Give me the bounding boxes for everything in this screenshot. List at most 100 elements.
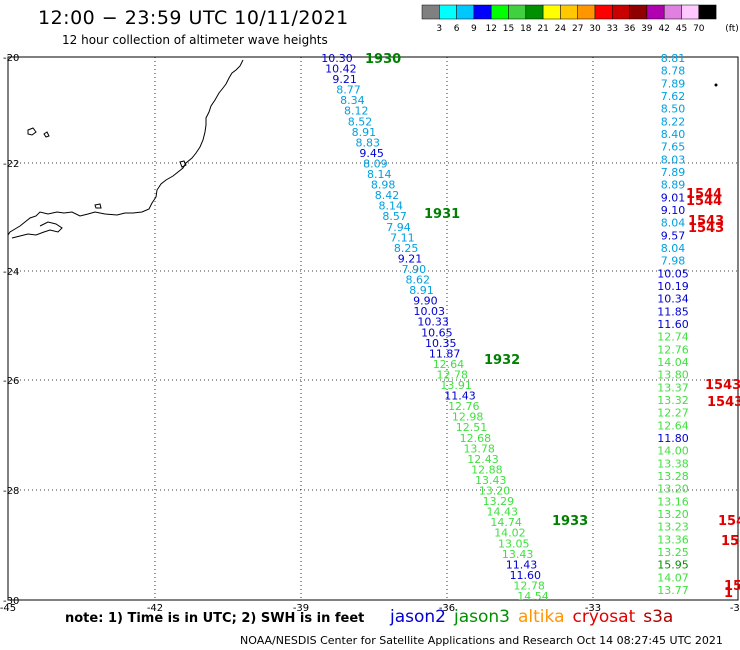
time-label: 1 — [724, 586, 733, 601]
swh-value: 15.95 — [657, 559, 689, 572]
swh-value: 8.89 — [661, 179, 686, 192]
colorbar-label: 12 — [485, 24, 496, 34]
island-2 — [43, 131, 50, 138]
swh-value: 10.19 — [657, 280, 689, 293]
swh-value: 11.87 — [429, 347, 461, 360]
colorbar: 3 6 9 12 15 18 21 24 27 30 33 36 39 42 45 70 (ft) — [421, 4, 739, 34]
colorbar-label: 39 — [641, 24, 653, 34]
swh-value: 10.30 — [321, 52, 353, 65]
colorbar-label: 45 — [676, 24, 687, 34]
swh-value: 13.38 — [657, 457, 689, 470]
colorbar-label: 24 — [555, 24, 567, 34]
swh-value: 8.81 — [661, 52, 686, 65]
swh-value: 11.60 — [510, 569, 542, 582]
swh-value: 12.68 — [460, 432, 492, 445]
swh-value: 13.16 — [657, 495, 689, 508]
time-label: 15 — [724, 579, 740, 594]
swh-value: 12.27 — [657, 407, 689, 420]
time-label: 1543 — [688, 221, 724, 236]
swh-value: 8.57 — [382, 210, 407, 223]
swh-value: 14.74 — [490, 516, 522, 529]
colorbar-label: 6 — [454, 24, 460, 34]
colorbar-label: 36 — [624, 24, 636, 34]
lon-tick-label: -30 — [730, 603, 740, 614]
colorbar-unit: (ft) — [725, 24, 739, 34]
swh-value: 9.45 — [359, 147, 384, 160]
swh-value: 14.04 — [657, 356, 689, 369]
swh-value: 10.33 — [417, 316, 449, 329]
satellite-legend: jason2 jason3 altika cryosat s3a — [390, 607, 681, 627]
swh-value: 8.09 — [363, 157, 388, 170]
swh-value: 8.22 — [661, 115, 686, 128]
swh-value: 12.78 — [437, 368, 469, 381]
lon-tick-label: -36 — [439, 603, 455, 614]
lon-tick-label: -39 — [293, 603, 309, 614]
swh-value: 10.34 — [657, 293, 689, 306]
swh-value: 8.14 — [379, 200, 404, 213]
legend-jason2: jason2 — [390, 607, 446, 627]
track-right: 8.818.787.897.628.508.228.407.658.037.89… — [657, 52, 740, 601]
swh-value: 13.78 — [463, 442, 495, 455]
colorbar-swatch — [698, 4, 717, 20]
swh-value: 7.90 — [402, 263, 427, 276]
time-label: 1543 — [705, 378, 740, 393]
swh-value: 12.76 — [657, 343, 689, 356]
swh-value: 12.43 — [467, 453, 499, 466]
grid-lines — [8, 57, 738, 600]
legend-altika: altika — [518, 607, 565, 627]
swh-value: 8.34 — [340, 94, 365, 107]
legend-s3a: s3a — [643, 607, 674, 627]
colorbar-label: 27 — [572, 24, 583, 34]
swh-value: 13.29 — [483, 495, 515, 508]
axis-ticks: -45 -42 -39 -36 -33 -30 -20 -22 -24 -26 -28 -30 — [0, 53, 740, 614]
swh-value: 7.98 — [661, 255, 686, 268]
colorbar-label: 18 — [520, 24, 532, 34]
time-label: 15- — [721, 534, 740, 549]
swh-value: 12.74 — [657, 331, 689, 344]
time-label: 1931 — [424, 207, 460, 222]
swh-value: 10.65 — [421, 326, 453, 339]
swh-value: 8.12 — [344, 105, 369, 118]
time-label: 1543 — [688, 214, 724, 229]
colorbar-label: 33 — [607, 24, 618, 34]
legend-cryosat: cryosat — [572, 607, 636, 627]
swh-value: 13.80 — [657, 369, 689, 382]
time-label: 1930 — [365, 52, 401, 67]
swh-value: 13.25 — [657, 546, 689, 559]
swh-value: 8.04 — [661, 217, 686, 230]
swh-value: 14.00 — [657, 445, 689, 458]
lat-tick-label: -24 — [3, 267, 19, 278]
swh-value: 8.50 — [661, 103, 686, 116]
swh-value: 7.11 — [390, 231, 415, 244]
lat-tick-label: -30 — [3, 596, 19, 607]
swh-value: 11.43 — [506, 558, 538, 571]
swh-value: 14.54 — [517, 590, 549, 603]
swh-value: 9.57 — [661, 229, 686, 242]
swh-value: 7.62 — [661, 90, 686, 103]
swh-value: 12.98 — [452, 411, 484, 424]
colorbar-label: 3 — [436, 24, 442, 34]
swh-value: 8.25 — [394, 242, 419, 255]
swh-value: 11.60 — [657, 318, 689, 331]
swh-value: 13.05 — [498, 537, 530, 550]
time-label: 1544 — [686, 187, 722, 202]
swh-value: 10.03 — [413, 305, 445, 318]
swh-value: 8.77 — [336, 84, 361, 97]
swh-value: 8.40 — [661, 128, 686, 141]
swh-value: 7.89 — [661, 77, 686, 90]
swh-value: 8.04 — [661, 242, 686, 255]
coastline — [7, 59, 244, 236]
swh-value: 8.91 — [352, 126, 377, 139]
swh-value: 8.98 — [371, 179, 396, 192]
coastline-lagoon — [11, 221, 63, 239]
swh-value: 14.07 — [657, 571, 689, 584]
island-3 — [179, 160, 187, 168]
island-4 — [94, 203, 102, 209]
swh-value: 11.85 — [657, 305, 689, 318]
lon-tick-label: -42 — [147, 603, 163, 614]
lat-tick-label: -22 — [3, 159, 19, 170]
lat-tick-label: -26 — [3, 376, 19, 387]
colorbar-label: 15 — [503, 24, 514, 34]
swh-value: 13.20 — [479, 485, 511, 498]
